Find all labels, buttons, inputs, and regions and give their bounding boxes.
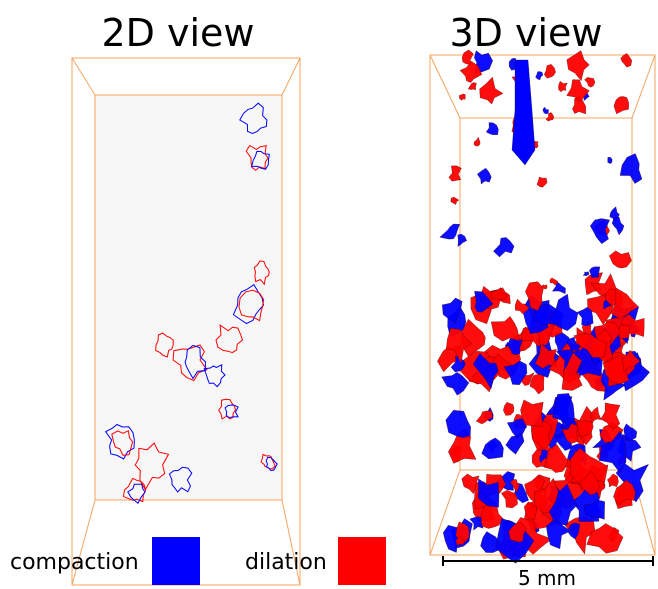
shape	[620, 154, 642, 184]
shape	[585, 77, 596, 87]
shape	[544, 64, 555, 78]
shape	[482, 438, 504, 459]
shape	[480, 77, 504, 104]
figure: 2D view 3D view compaction dilation 5 mm	[0, 0, 658, 589]
isosurfaces	[437, 50, 649, 563]
shape	[459, 94, 465, 100]
panel-3d	[430, 50, 655, 563]
shape	[493, 237, 514, 257]
shape	[609, 251, 631, 268]
shape	[492, 288, 508, 301]
shape	[537, 177, 547, 187]
shape	[506, 433, 524, 454]
shape	[446, 410, 471, 438]
scale-bar	[443, 556, 653, 566]
legend-swatch	[152, 537, 200, 585]
shape	[476, 411, 493, 424]
shape	[458, 234, 467, 246]
shape	[550, 278, 558, 285]
shape	[607, 474, 618, 487]
shape	[614, 96, 629, 113]
shape	[590, 407, 601, 421]
shape	[451, 197, 459, 205]
shape	[486, 123, 498, 135]
shape	[468, 82, 476, 90]
panel-title: 2D view	[101, 11, 254, 55]
slice-plane	[95, 95, 282, 500]
legend-label: compaction	[10, 550, 139, 575]
shape	[477, 168, 491, 184]
shape	[543, 107, 549, 114]
shape	[530, 374, 544, 394]
shape	[612, 217, 624, 235]
shape	[536, 72, 543, 80]
shape	[583, 272, 589, 276]
panel-title: 3D view	[449, 11, 602, 55]
panel-2d	[72, 58, 300, 585]
shape	[608, 157, 612, 164]
shape	[577, 307, 593, 326]
shape	[474, 137, 480, 146]
scale-bar-label: 5 mm	[518, 566, 576, 589]
shape	[624, 424, 637, 441]
legend-label: dilation	[245, 550, 327, 575]
shape	[559, 81, 568, 92]
shape	[440, 224, 460, 239]
shape	[601, 403, 620, 430]
legend-swatch	[338, 537, 386, 585]
shape	[512, 60, 535, 165]
shape	[491, 316, 520, 341]
shape	[503, 402, 514, 415]
